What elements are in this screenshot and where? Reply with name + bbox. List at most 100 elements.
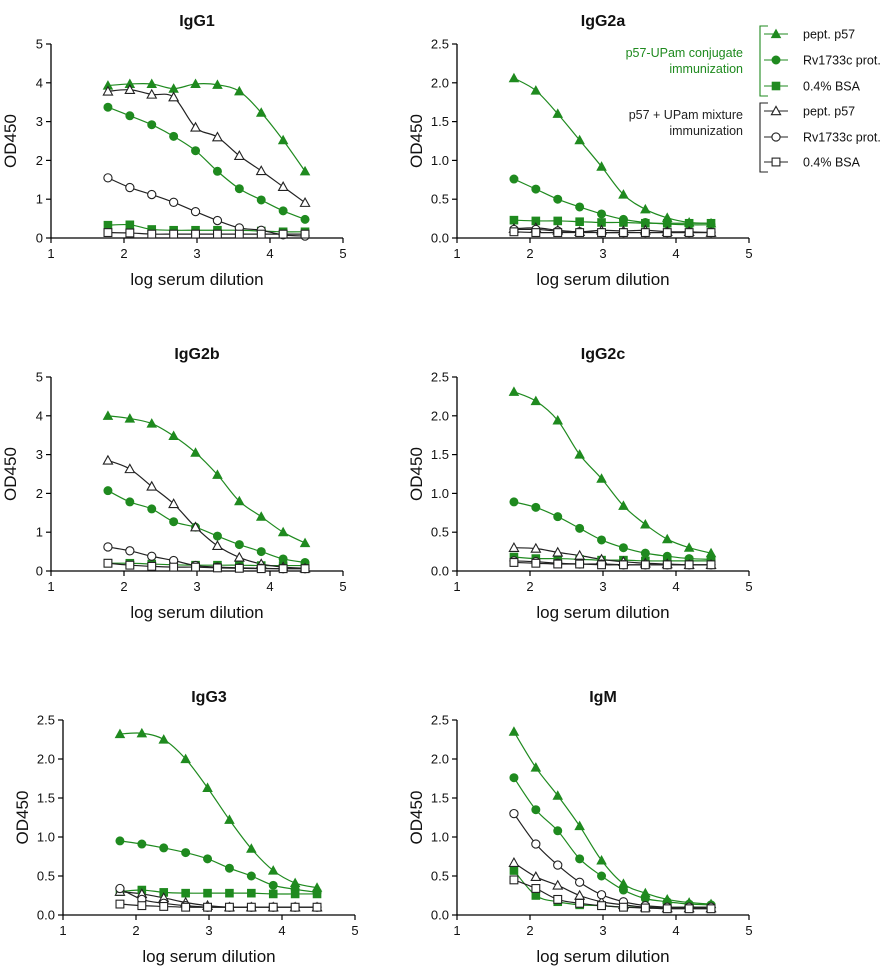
data-point-mixture-triangle xyxy=(233,150,245,160)
data-point-conjugate-triangle xyxy=(124,413,136,423)
series-curve-mixture-triangle xyxy=(513,227,712,234)
x-tick-label: 2 xyxy=(526,923,533,938)
data-point-conjugate-triangle xyxy=(574,820,585,831)
y-tick-label: 4 xyxy=(36,75,43,90)
data-point-conjugate-triangle xyxy=(618,189,629,199)
x-axis-label: log serum dilution xyxy=(142,947,275,966)
series-curve-conjugate-circle xyxy=(107,106,306,220)
x-tick-label: 4 xyxy=(672,923,679,938)
data-point-mixture-square xyxy=(169,562,179,572)
data-point-mixture-circle xyxy=(168,197,179,207)
y-axis-label: OD450 xyxy=(407,791,426,845)
data-point-conjugate-square xyxy=(203,888,212,898)
legend-group-title: p57-UPam conjugate xyxy=(626,46,743,60)
legend-group-title: p57 + UPam mixture xyxy=(629,108,743,122)
x-tick-label: 2 xyxy=(526,579,533,594)
y-tick-label: 0.0 xyxy=(431,908,449,923)
legend: p57-UPam conjugate immunization pept. p57 R… xyxy=(626,25,881,173)
y-tick-label: 0 xyxy=(36,231,43,246)
x-tick-label: 3 xyxy=(193,579,200,594)
data-point-conjugate-circle xyxy=(597,209,607,219)
data-point-mixture-triangle xyxy=(124,84,136,95)
data-point-conjugate-square xyxy=(312,889,322,899)
data-point-mixture-square xyxy=(618,560,628,570)
data-point-conjugate-triangle xyxy=(552,108,564,118)
data-point-mixture-square xyxy=(256,564,266,574)
y-tick-label: 3 xyxy=(36,447,43,462)
y-tick-label: 2.0 xyxy=(37,752,55,767)
y-tick-label: 1 xyxy=(36,192,43,207)
data-point-mixture-square xyxy=(618,902,628,912)
data-point-mixture-circle xyxy=(574,877,585,887)
x-axis-label: log serum dilution xyxy=(536,270,669,289)
data-point-conjugate-triangle xyxy=(552,790,564,800)
data-point-mixture-square xyxy=(278,564,288,574)
data-point-mixture-triangle xyxy=(124,463,136,474)
data-point-conjugate-circle xyxy=(553,194,563,204)
legend-marker-square-icon xyxy=(771,81,781,91)
data-point-conjugate-triangle xyxy=(299,165,311,176)
data-point-conjugate-circle xyxy=(268,880,278,890)
data-point-conjugate-circle xyxy=(234,540,244,550)
x-tick-label: 1 xyxy=(453,923,460,938)
y-tick-label: 5 xyxy=(36,370,43,385)
data-point-mixture-triangle xyxy=(508,541,520,552)
series-curve-mixture-triangle xyxy=(107,459,306,569)
data-point-conjugate-triangle xyxy=(255,107,267,117)
data-point-mixture-square xyxy=(212,229,222,239)
data-point-conjugate-triangle xyxy=(508,726,520,736)
data-point-conjugate-circle xyxy=(159,843,169,853)
data-point-conjugate-circle xyxy=(212,531,222,541)
data-point-mixture-square xyxy=(290,902,300,912)
x-tick-label: 5 xyxy=(745,923,752,938)
y-tick-label: 0.5 xyxy=(37,869,55,884)
data-point-mixture-square xyxy=(640,560,650,570)
data-point-conjugate-triangle xyxy=(640,519,651,529)
data-point-conjugate-circle xyxy=(212,166,222,176)
data-point-mixture-square xyxy=(256,229,266,239)
data-point-conjugate-circle xyxy=(246,871,256,881)
data-point-mixture-square xyxy=(115,899,125,909)
data-point-mixture-square xyxy=(103,228,113,238)
data-point-conjugate-circle xyxy=(618,885,628,895)
data-point-mixture-square xyxy=(684,904,694,914)
data-point-conjugate-triangle xyxy=(530,762,542,772)
x-tick-label: 5 xyxy=(745,246,752,261)
y-axis-label: OD450 xyxy=(407,114,426,168)
series-curve-mixture-triangle xyxy=(513,862,712,909)
data-point-conjugate-triangle xyxy=(640,203,651,214)
y-tick-label: 1.0 xyxy=(431,486,449,501)
y-tick-label: 0 xyxy=(36,564,43,579)
data-point-conjugate-circle xyxy=(575,854,585,864)
data-point-conjugate-square xyxy=(103,220,113,230)
data-point-conjugate-circle xyxy=(553,512,563,522)
series-curve-conjugate-square xyxy=(107,223,306,233)
series-curve-conjugate-circle xyxy=(119,840,318,893)
legend-label: pept. p57 xyxy=(803,28,855,42)
data-point-mixture-square xyxy=(706,560,716,570)
x-tick-label: 3 xyxy=(599,923,606,938)
legend-group-title: immunization xyxy=(669,62,743,76)
data-point-conjugate-circle xyxy=(531,184,541,194)
data-point-conjugate-square xyxy=(553,216,563,226)
data-point-conjugate-square xyxy=(247,888,256,898)
data-point-mixture-square xyxy=(268,902,278,912)
data-point-mixture-triangle xyxy=(299,196,311,207)
legend-bracket xyxy=(759,25,768,97)
x-tick-label: 4 xyxy=(672,246,679,261)
series-curve-conjugate-triangle xyxy=(107,415,306,544)
y-tick-label: 3 xyxy=(36,114,43,129)
x-tick-label: 4 xyxy=(266,579,273,594)
data-point-mixture-square xyxy=(159,901,169,911)
y-tick-label: 1.5 xyxy=(431,114,449,129)
data-point-mixture-square xyxy=(224,902,234,912)
x-tick-label: 1 xyxy=(47,579,54,594)
y-axis-label: OD450 xyxy=(407,447,426,501)
data-point-mixture-square xyxy=(575,898,585,908)
data-point-conjugate-triangle xyxy=(234,85,245,96)
data-point-conjugate-circle xyxy=(103,486,113,496)
data-point-mixture-square xyxy=(706,904,716,914)
y-tick-label: 2.0 xyxy=(431,408,449,423)
data-point-mixture-square xyxy=(212,563,222,573)
data-point-conjugate-circle xyxy=(575,523,585,533)
